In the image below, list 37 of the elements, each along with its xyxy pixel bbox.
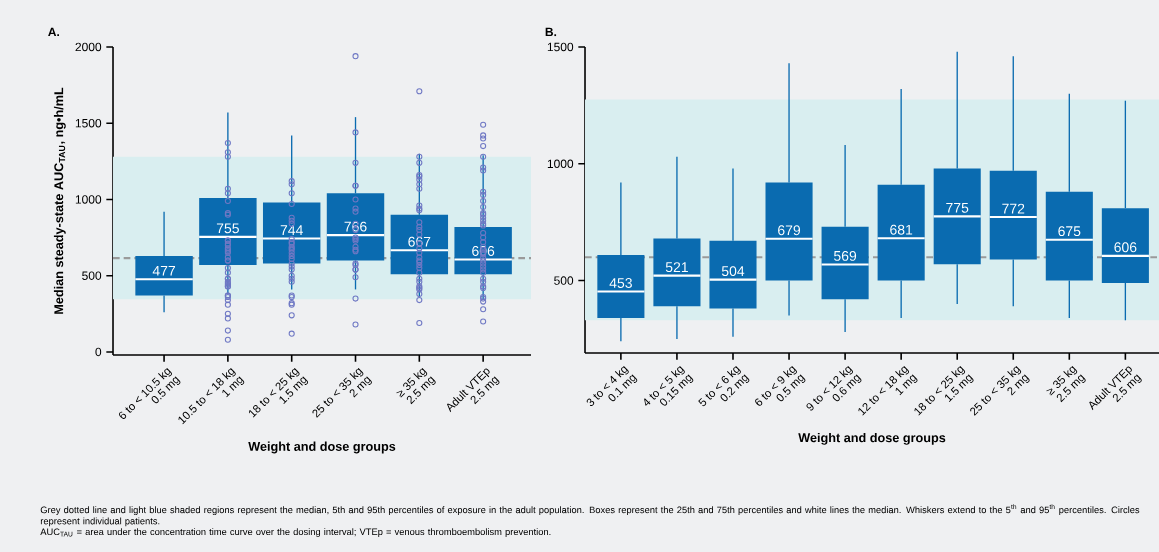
y-tick-label: 500 (82, 271, 102, 280)
text: 667 (408, 236, 431, 247)
text: 766 (344, 221, 367, 232)
y-tick-label: 1500 (75, 118, 102, 128)
x-tick-label: 6 to < 9 kg 0.5 mg (755, 365, 806, 406)
x-tick-label: 18 to < 25 kg 1.5 mg (248, 367, 309, 418)
text: 606 (1114, 242, 1137, 253)
x-axis-title: Weight and dose groups (798, 432, 946, 445)
text: 772 (1002, 203, 1025, 214)
x-tick-label: 5 to < 6 kg 0.2 mg (698, 365, 750, 407)
x-tick-label: 3 to < 4 kg 0.1 mg (586, 365, 638, 407)
y-tick-label: 0 (95, 347, 102, 357)
text: 675 (1058, 226, 1081, 237)
text: 744 (280, 225, 303, 235)
text: AUC$_{TAU}$ = area under the concentration time curve over the dosing interval; VTEp = venous thromboembolism prevention. (40, 528, 551, 537)
chart-title: A. (48, 27, 59, 37)
x-tick-label: 25 to < 35 kg 2 mg (312, 367, 372, 418)
y-tick-label: 1000 (547, 159, 574, 169)
text: 477 (152, 265, 176, 276)
text: 521 (665, 262, 688, 273)
text: 504 (721, 266, 745, 277)
x-tick-label: ≥ 35 kg 2.5 mg (396, 367, 436, 405)
x-axis-title: Weight and dose groups (248, 441, 396, 454)
text: Grey dotted line and light blue shaded regions represent the median, 5th and 95th percentiles of exposure in the adult population. Boxes represent the 25th and 75th percentiles and white lines the median. Whiskers extend to the 5$^{th}$ and 95$^{th}$ percentiles. Circles represent individual patients. (40, 504, 1140, 527)
y-tick-label: 500 (554, 276, 574, 285)
y-axis-title: Median steady-state AUC$_{TAU}$, ng•h/mL (53, 87, 66, 314)
text: 569 (833, 250, 857, 261)
text: 775 (946, 202, 969, 213)
y-tick-label: 1000 (75, 195, 102, 204)
text: 681 (890, 224, 913, 235)
text: 755 (216, 223, 239, 234)
chart-title: B. (545, 27, 557, 37)
text: 679 (778, 225, 801, 236)
y-tick-label: 1500 (547, 42, 574, 52)
text: 453 (609, 278, 632, 288)
y-tick-label: 2000 (75, 42, 102, 52)
x-tick-label: ≥ 35 kg 2.5 mg (1046, 365, 1086, 403)
